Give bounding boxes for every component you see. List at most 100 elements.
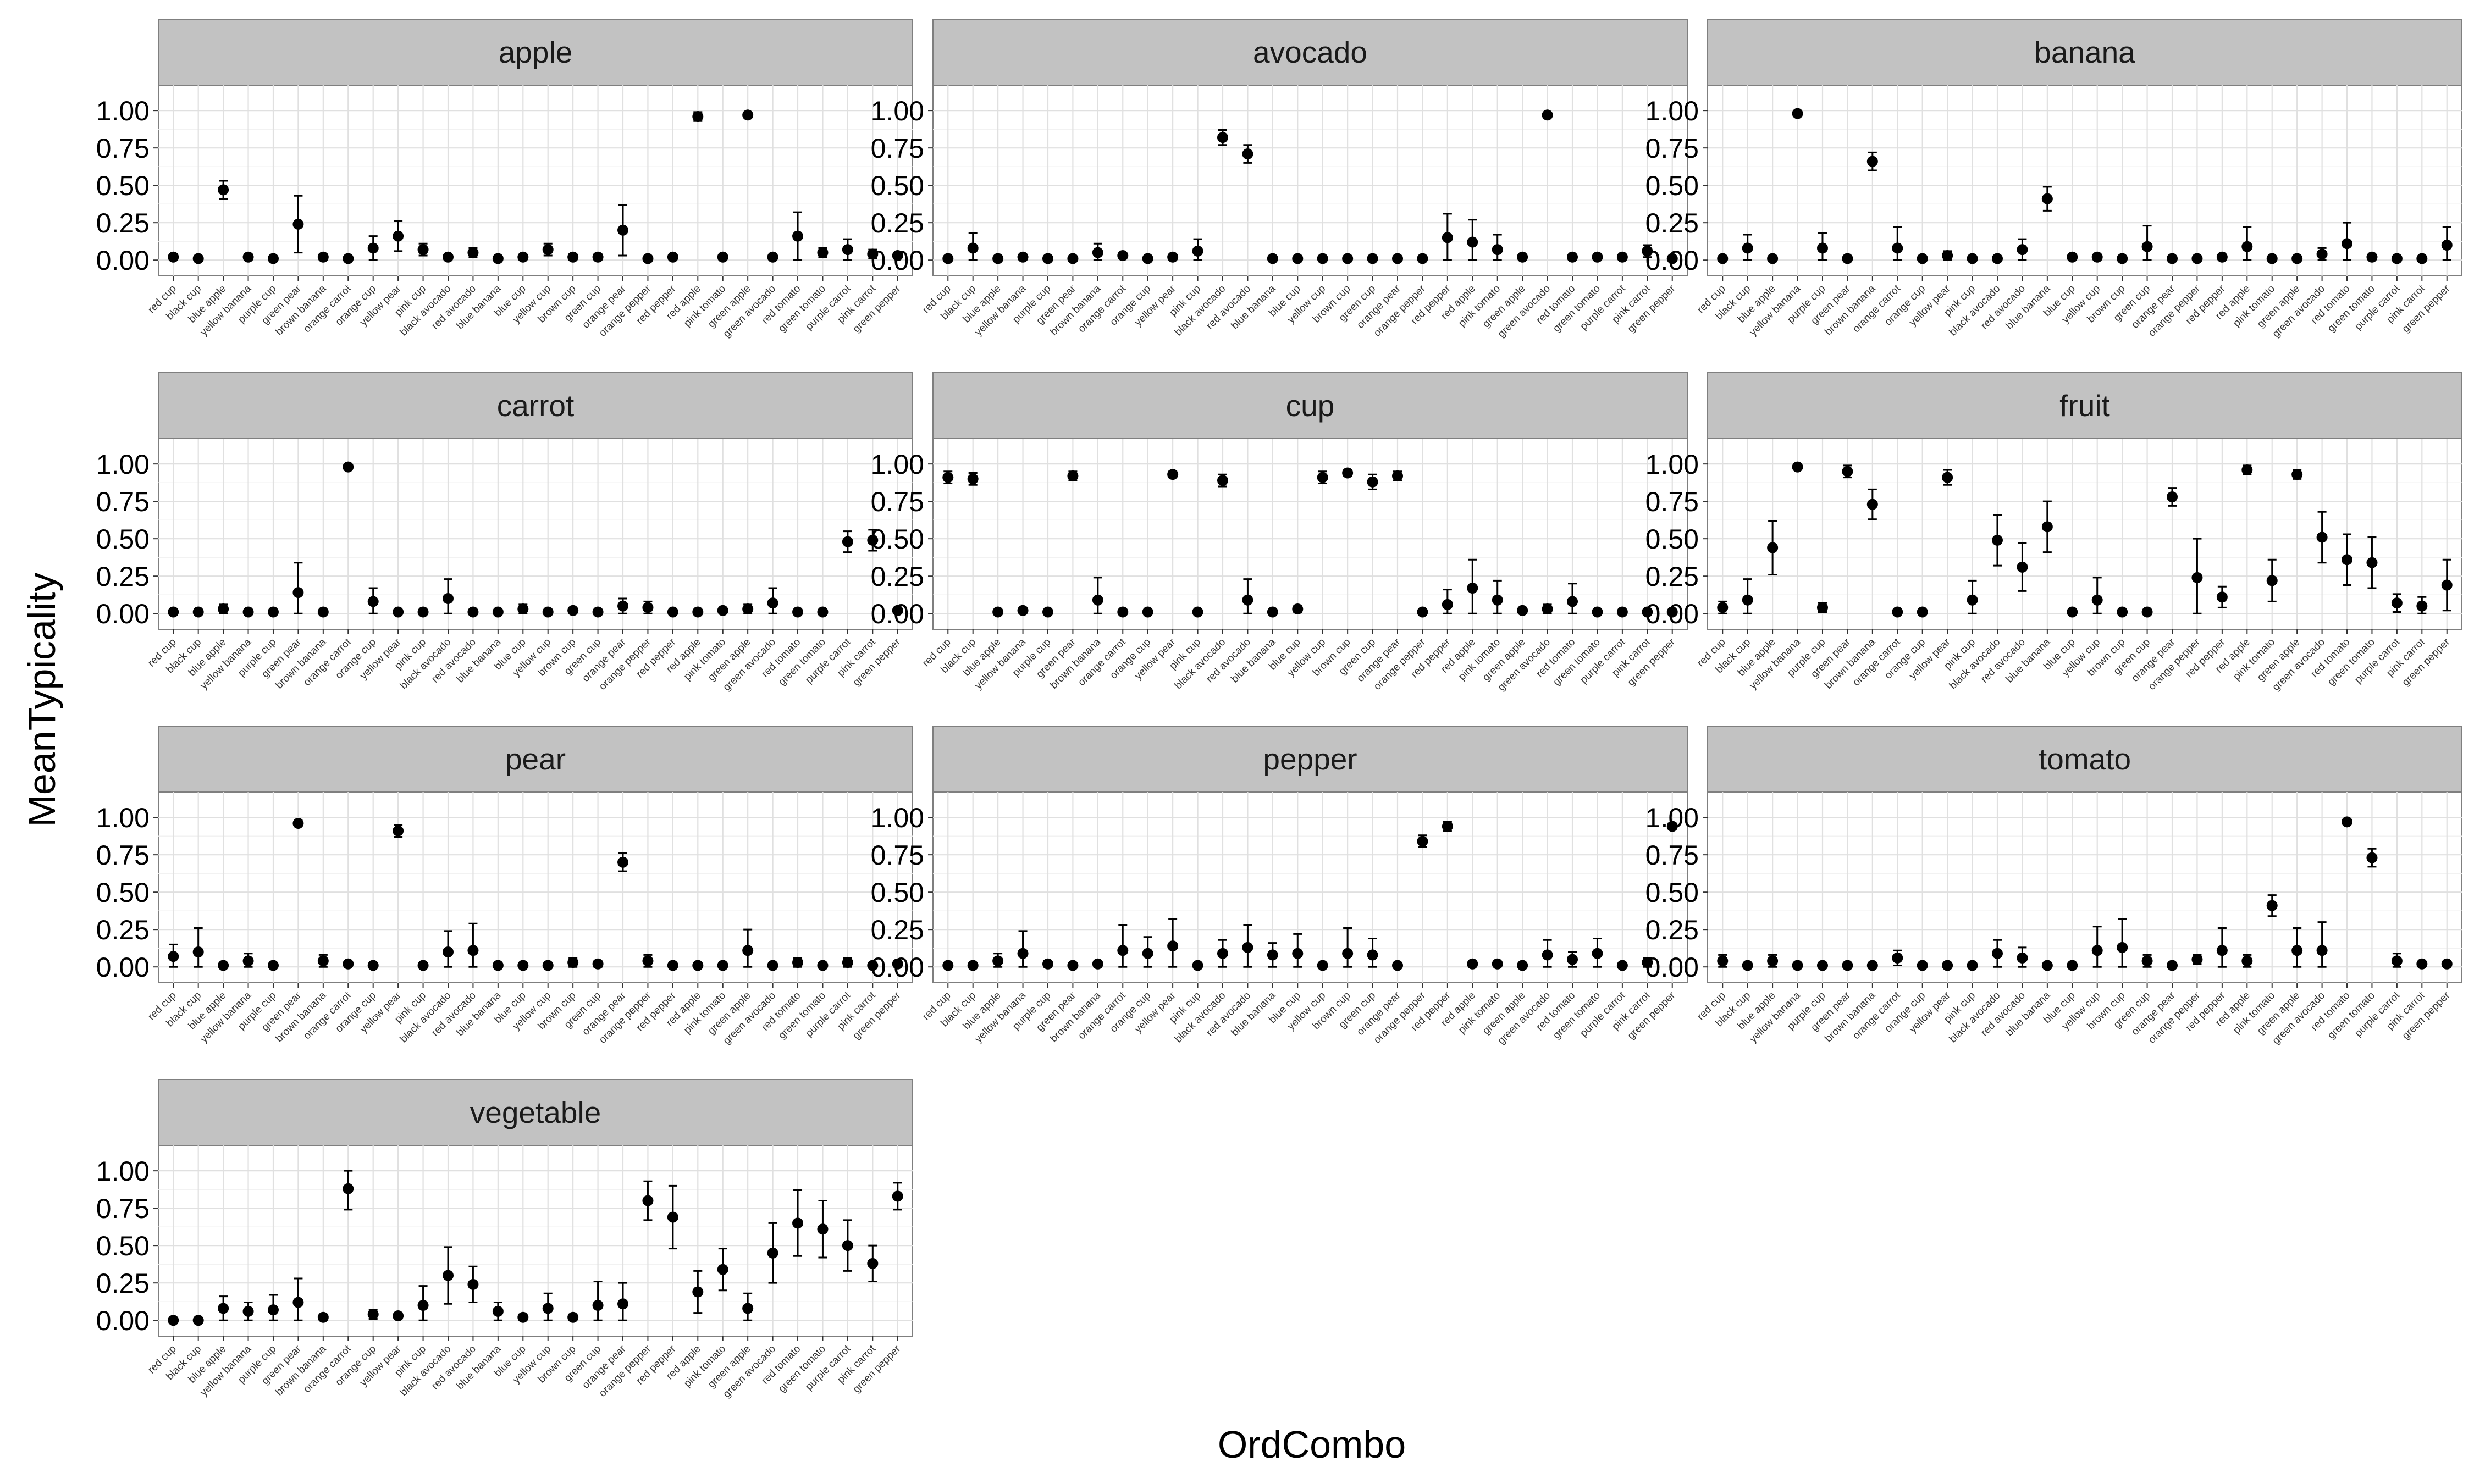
data-point — [1317, 472, 1328, 483]
y-tick-label: 1.00 — [871, 802, 924, 833]
plot-area-carrot — [158, 438, 913, 630]
data-point — [1567, 596, 1578, 607]
data-point — [2416, 253, 2428, 264]
data-point — [168, 606, 179, 618]
data-point — [1392, 960, 1404, 971]
data-point — [168, 251, 179, 263]
data-point — [393, 1310, 404, 1322]
plot-area-avocado — [932, 85, 1688, 276]
data-point — [1991, 948, 2003, 959]
data-point — [492, 1305, 504, 1317]
data-point — [1842, 466, 1853, 477]
data-point — [2117, 606, 2128, 618]
data-point — [2342, 554, 2353, 566]
y-tick-label: 0.00 — [871, 599, 924, 629]
plot-area-fruit — [1707, 438, 2462, 630]
data-point — [1642, 957, 1653, 968]
data-point — [192, 946, 204, 957]
data-point — [1792, 108, 1803, 119]
data-point — [942, 472, 954, 483]
data-point — [2366, 557, 2378, 568]
data-point — [1666, 253, 1678, 264]
data-point — [317, 955, 329, 967]
data-point — [1192, 245, 1203, 257]
data-point — [267, 253, 279, 264]
y-tick-label: 0.50 — [1645, 524, 1699, 555]
y-tick-label: 0.00 — [96, 245, 150, 276]
y-tick-label: 0.50 — [96, 524, 150, 555]
y-tick-label: 0.00 — [871, 245, 924, 276]
data-point — [2117, 942, 2128, 953]
data-point — [892, 250, 903, 262]
data-point — [1567, 251, 1578, 263]
data-point — [1567, 954, 1578, 965]
data-point — [642, 955, 654, 967]
data-point — [567, 957, 579, 968]
data-point — [2191, 572, 2203, 583]
data-point — [1616, 960, 1628, 971]
y-tick-label: 0.75 — [871, 133, 924, 164]
data-point — [343, 253, 354, 264]
gridlines-tomato — [1708, 792, 2462, 983]
data-point — [168, 951, 179, 962]
data-point — [2441, 239, 2453, 251]
y-tick-label: 0.75 — [96, 486, 150, 517]
data-point — [1492, 594, 1503, 606]
data-point — [942, 253, 954, 264]
data-point — [467, 247, 479, 258]
plot-area-banana — [1707, 85, 2462, 276]
y-tick-label: 0.75 — [96, 1193, 150, 1224]
y-tick-label: 0.25 — [871, 208, 924, 239]
data-point — [2067, 960, 2078, 971]
data-point — [1142, 606, 1153, 618]
data-point — [792, 1217, 804, 1229]
data-point — [2441, 579, 2453, 591]
y-tick-label: 0.25 — [1645, 915, 1699, 945]
y-tick-label: 0.50 — [1645, 170, 1699, 201]
data-point — [2067, 251, 2078, 263]
data-point — [642, 602, 654, 613]
data-point — [2091, 945, 2103, 956]
y-tick-label: 0.25 — [1645, 561, 1699, 592]
data-point — [1666, 606, 1678, 618]
data-point — [1017, 605, 1029, 616]
data-point — [992, 955, 1004, 967]
data-point — [1067, 470, 1079, 481]
strip-label-tomato: tomato — [2039, 742, 2131, 776]
data-point — [992, 606, 1004, 618]
gridlines-cup — [933, 439, 1687, 629]
y-tick-label: 0.00 — [96, 952, 150, 983]
data-point — [2291, 469, 2303, 480]
data-point — [1317, 253, 1328, 264]
y-tick-label: 0.25 — [871, 915, 924, 945]
y-tick-label: 0.00 — [1645, 245, 1699, 276]
data-point — [367, 596, 379, 607]
gridlines-carrot — [158, 439, 913, 629]
data-point — [542, 244, 554, 256]
data-point — [1717, 253, 1729, 264]
plot-area-cup — [932, 438, 1688, 630]
y-tick-label: 1.00 — [96, 1156, 150, 1187]
data-point — [742, 1303, 754, 1314]
data-point — [1742, 960, 1753, 971]
y-tick-label: 0.75 — [96, 133, 150, 164]
data-point — [717, 1264, 728, 1275]
data-point — [742, 109, 754, 121]
data-point — [442, 593, 454, 604]
data-point — [717, 960, 728, 971]
data-point — [2241, 464, 2253, 476]
y-tick-label: 1.00 — [1645, 449, 1699, 480]
data-point — [1092, 594, 1103, 606]
data-point — [1642, 245, 1653, 257]
strip-header-pear — [158, 726, 913, 793]
data-point — [2167, 960, 2178, 971]
strip-header-fruit — [1707, 372, 2462, 439]
gridlines-apple — [158, 85, 913, 276]
data-point — [742, 945, 754, 956]
data-point — [2041, 960, 2053, 971]
data-point — [1967, 594, 1978, 606]
data-point — [1717, 602, 1729, 613]
